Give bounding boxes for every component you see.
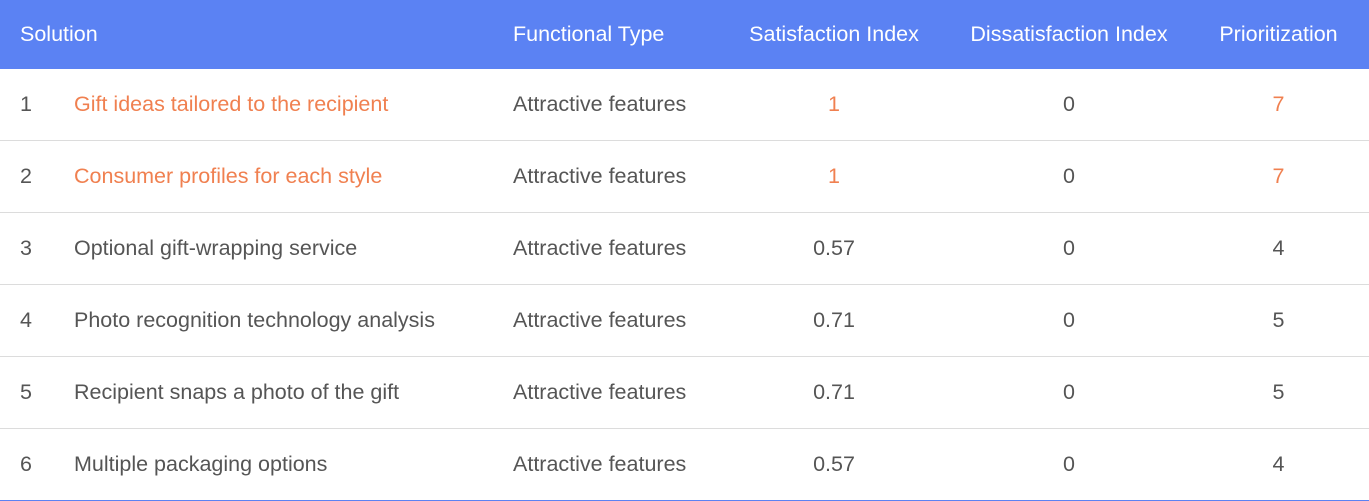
- dissatisfaction-index-cell: 0: [1063, 308, 1075, 332]
- functional-type-cell: Attractive features: [513, 92, 687, 116]
- table-row: 6 Multiple packaging options Attractive …: [0, 429, 1369, 500]
- functional-type-cell: Attractive features: [513, 236, 687, 260]
- table-row: 3 Optional gift-wrapping service Attract…: [0, 213, 1369, 285]
- table-header: Solution Functional Type Satisfaction In…: [0, 0, 1369, 69]
- satisfaction-index-cell: 1: [828, 164, 840, 188]
- prioritization-cell: 5: [1272, 380, 1285, 404]
- solution-cell: Multiple packaging options: [74, 452, 328, 476]
- prioritization-cell: 5: [1272, 308, 1285, 332]
- dissatisfaction-index-cell: 0: [1063, 380, 1075, 404]
- solution-cell: Recipient snaps a photo of the gift: [74, 380, 400, 404]
- prioritization-cell: 7: [1272, 164, 1285, 188]
- table-row: 1 Gift ideas tailored to the recipient A…: [0, 69, 1369, 141]
- satisfaction-index-cell: 0.71: [813, 308, 855, 332]
- table-row: 5 Recipient snaps a photo of the gift At…: [0, 357, 1369, 429]
- table-row: 2 Consumer profiles for each style Attra…: [0, 141, 1369, 213]
- dissatisfaction-index-cell: 0: [1063, 164, 1075, 188]
- header-satisfaction-index: Satisfaction Index: [749, 22, 919, 46]
- functional-type-cell: Attractive features: [513, 380, 687, 404]
- functional-type-cell: Attractive features: [513, 308, 687, 332]
- header-prioritization: Prioritization: [1219, 22, 1338, 46]
- satisfaction-index-cell: 0.71: [813, 380, 855, 404]
- dissatisfaction-index-cell: 0: [1063, 452, 1075, 476]
- prioritization-cell: 4: [1272, 452, 1285, 476]
- row-number: 5: [20, 380, 32, 404]
- dissatisfaction-index-cell: 0: [1063, 236, 1075, 260]
- header-dissatisfaction-index: Dissatisfaction Index: [970, 22, 1168, 46]
- row-number: 6: [20, 452, 32, 476]
- satisfaction-index-cell: 0.57: [813, 452, 855, 476]
- satisfaction-index-cell: 0.57: [813, 236, 855, 260]
- solution-cell: Consumer profiles for each style: [74, 164, 383, 188]
- header-functional-type: Functional Type: [513, 22, 665, 46]
- row-number: 1: [20, 92, 32, 116]
- row-number: 3: [20, 236, 32, 260]
- functional-type-cell: Attractive features: [513, 164, 687, 188]
- row-number: 2: [20, 164, 32, 188]
- functional-type-cell: Attractive features: [513, 452, 687, 476]
- solution-cell: Gift ideas tailored to the recipient: [74, 92, 389, 116]
- header-solution: Solution: [20, 22, 98, 46]
- table-row: 4 Photo recognition technology analysis …: [0, 285, 1369, 357]
- solution-cell: Optional gift-wrapping service: [74, 236, 358, 260]
- dissatisfaction-index-cell: 0: [1063, 92, 1075, 116]
- satisfaction-index-cell: 1: [828, 92, 840, 116]
- prioritization-cell: 4: [1272, 236, 1285, 260]
- row-number: 4: [20, 308, 32, 332]
- prioritization-cell: 7: [1272, 92, 1285, 116]
- solution-cell: Photo recognition technology analysis: [74, 308, 435, 332]
